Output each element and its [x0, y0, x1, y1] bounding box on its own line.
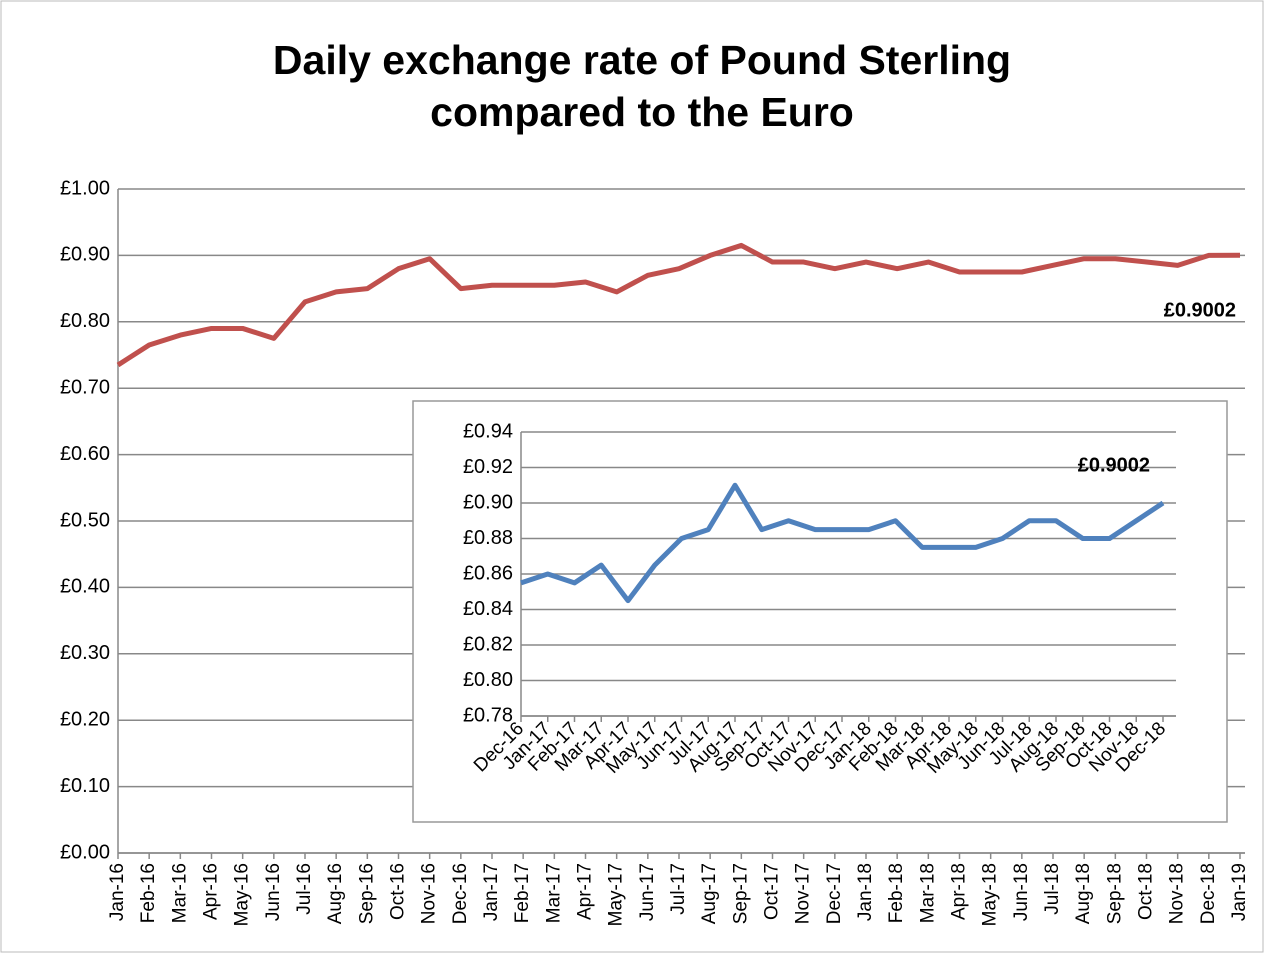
x-tick-label: Jun-16	[263, 863, 284, 921]
x-tick-label: Dec-16	[450, 863, 471, 924]
x-tick-label: Jan-17	[481, 863, 502, 921]
x-tick-label: Sep-17	[730, 863, 751, 924]
x-tick-label: Apr-17	[575, 863, 596, 920]
line-series	[116, 242, 1241, 368]
y-tick-label: £0.40	[60, 576, 110, 598]
y-tick-label: £0.50	[60, 509, 110, 531]
x-tick-label: Oct-16	[388, 863, 409, 920]
y-tick-label: £1.00	[60, 177, 110, 199]
y-tick-label: £0.20	[60, 708, 110, 730]
x-tick-label: Aug-18	[1073, 863, 1094, 924]
x-tick-label: Dec-18	[1198, 863, 1219, 924]
x-tick-label: Aug-17	[699, 863, 720, 924]
x-tick-label: Dec-17	[824, 863, 845, 924]
x-tick-label: Jun-17	[637, 863, 658, 921]
y-tick-label: £0.88	[463, 527, 513, 549]
y-tick-label: £0.78	[463, 704, 513, 726]
chart-title: Daily exchange rate of Pound Sterling co…	[272, 37, 1012, 135]
y-tick-label: £0.70	[60, 376, 110, 398]
y-tick-label: £0.80	[60, 310, 110, 332]
x-tick-label: Jul-18	[1042, 863, 1063, 915]
x-tick-label: Jul-16	[294, 863, 315, 915]
x-tick-label: Feb-18	[886, 863, 907, 923]
x-tick-label: Nov-16	[419, 863, 440, 924]
x-tick-label: Sep-18	[1104, 863, 1125, 924]
x-tick-label: Sep-16	[356, 863, 377, 924]
x-tick-label: Aug-16	[325, 863, 346, 924]
y-tick-label: £0.10	[60, 775, 110, 797]
x-tick-label: Mar-18	[917, 863, 938, 923]
x-tick-label: Jan-19	[1229, 863, 1250, 921]
y-tick-label: £0.82	[463, 633, 513, 655]
x-tick-label: Mar-16	[169, 863, 190, 923]
x-tick-label: Apr-18	[949, 863, 970, 920]
x-tick-label: Apr-16	[201, 863, 222, 920]
y-tick-label: £0.30	[60, 642, 110, 664]
x-tick-label: Oct-18	[1136, 863, 1157, 920]
x-tick-label: Mar-17	[543, 863, 564, 923]
x-tick-label: May-16	[232, 863, 253, 926]
x-tick-label: Nov-17	[793, 863, 814, 924]
inset-frame	[412, 400, 1228, 823]
x-tick-label: Feb-17	[512, 863, 533, 923]
x-tick-label: Jul-17	[668, 863, 689, 915]
x-tick-label: May-17	[606, 863, 627, 926]
x-tick-label: Oct-17	[762, 863, 783, 920]
y-tick-label: £0.92	[463, 456, 513, 478]
x-tick-label: Jan-18	[855, 863, 876, 921]
y-tick-label: £0.00	[60, 841, 110, 863]
x-tick-label: Jun-18	[1011, 863, 1032, 921]
x-tick-label: Jan-16	[107, 863, 128, 921]
y-tick-label: £0.60	[60, 443, 110, 465]
x-tick-label: Feb-16	[138, 863, 159, 923]
x-tick-label: Nov-18	[1167, 863, 1188, 924]
y-tick-label: £0.80	[463, 669, 513, 691]
x-tick-label: May-18	[980, 863, 1001, 926]
y-tick-label: £0.94	[463, 420, 513, 442]
y-tick-label: £0.90	[60, 244, 110, 266]
y-tick-label: £0.84	[463, 598, 513, 620]
annotation: £0.9002	[1164, 299, 1236, 321]
y-tick-label: £0.90	[463, 491, 513, 513]
annotation: £0.9002	[1078, 454, 1150, 476]
line-series	[520, 482, 1165, 604]
y-tick-label: £0.86	[463, 562, 513, 584]
